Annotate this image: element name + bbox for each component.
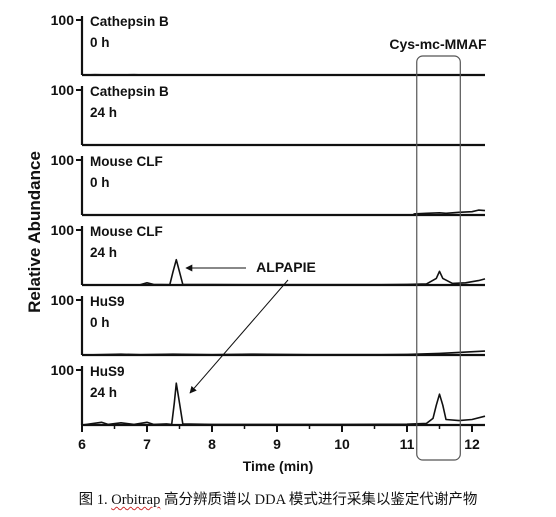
y-tick-label: 100 [51, 362, 75, 378]
trace-line [81, 382, 486, 426]
trace-line [81, 258, 486, 286]
panel-time-label: 24 h [90, 245, 117, 260]
caption-suffix: 高分辨质谱以 DDA 模式进行采集以鉴定代谢产物 [160, 492, 478, 508]
alpapie-label: ALPAPIE [256, 259, 316, 275]
panel-5: 100 HuS9 0 h [51, 292, 486, 357]
x-tick-label: 6 [78, 436, 86, 452]
panel-sample-label: Cathepsin B [90, 84, 169, 99]
y-tick-label: 100 [51, 12, 75, 28]
panel-time-label: 24 h [90, 105, 117, 120]
panels: 100 Cathepsin B 0 h 100 Cathepsin B 24 h 100 Mo… [51, 12, 486, 427]
cys-mc-mmaf-box [416, 55, 461, 461]
y-tick-label: 100 [51, 152, 75, 168]
panel-time-label: 0 h [90, 35, 110, 50]
figure-caption: 图 1. Orbitrap 高分辨质谱以 DDA 模式进行采集以鉴定代谢产物 [0, 488, 556, 509]
x-tick-label: 8 [208, 436, 216, 452]
panel-2: 100 Cathepsin B 24 h [51, 82, 486, 147]
panel-6: 100 HuS9 24 h [51, 362, 486, 427]
panel-4: 100 Mouse CLF 24 h [51, 222, 486, 287]
panel-sample-label: Mouse CLF [90, 224, 163, 239]
panel-time-label: 0 h [90, 175, 110, 190]
cys-mc-mmaf-label: Cys-mc-MMAF [389, 36, 487, 52]
x-axis: 6 7 8 9 10 11 12 [78, 425, 480, 452]
y-axis-label: Relative Abundance [25, 151, 44, 313]
panel-sample-label: HuS9 [90, 364, 125, 379]
y-tick-label: 100 [51, 82, 75, 98]
annotations: Cys-mc-MMAF ALPAPIE [185, 36, 487, 461]
trace-line [413, 209, 486, 215]
x-tick-label: 11 [400, 436, 415, 452]
panel-sample-label: Cathepsin B [90, 14, 169, 29]
x-axis-label: Time (min) [243, 458, 314, 474]
panel-1: 100 Cathepsin B 0 h [51, 12, 486, 77]
panel-time-label: 24 h [90, 385, 117, 400]
caption-prefix: 图 1. [78, 492, 112, 508]
panel-time-label: 0 h [90, 315, 110, 330]
panel-sample-label: HuS9 [90, 294, 125, 309]
panel-3: 100 Mouse CLF 0 h [51, 152, 486, 217]
x-tick-label: 9 [273, 436, 281, 452]
caption-orbitrap: Orbitrap [111, 492, 161, 508]
x-tick-label: 7 [143, 436, 151, 452]
trace-line [81, 350, 486, 356]
x-tick-label: 12 [464, 436, 480, 452]
panel-sample-label: Mouse CLF [90, 154, 163, 169]
y-tick-label: 100 [51, 292, 75, 308]
y-tick-label: 100 [51, 222, 75, 238]
alpapie-arrow-2 [189, 279, 289, 394]
x-tick-label: 10 [334, 436, 350, 452]
